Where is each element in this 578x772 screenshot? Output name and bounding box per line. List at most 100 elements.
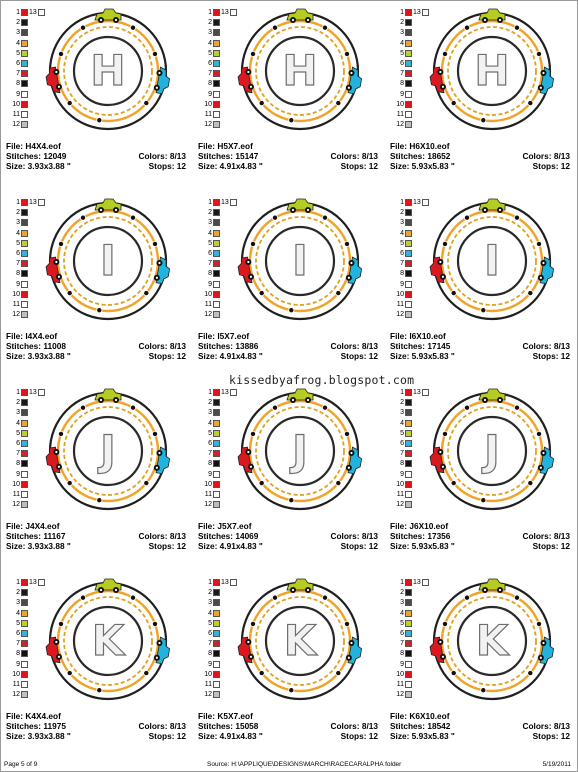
thread-number: 1 bbox=[208, 199, 212, 206]
monogram-letter: J bbox=[289, 426, 308, 475]
thread-color-row: 6 bbox=[201, 629, 235, 639]
thread-number-13: 13 bbox=[413, 9, 421, 16]
thread-swatch bbox=[405, 609, 412, 617]
track-dot bbox=[335, 100, 342, 107]
design-card: 1 13 2 3 4 5 6 7 8 9 10 11 12 J File: J6X10.eof Stitche… bbox=[385, 383, 577, 573]
track-dot bbox=[57, 430, 64, 437]
thread-color-row: 1 13 bbox=[393, 198, 429, 208]
thread-color-row: 7 bbox=[201, 69, 235, 79]
thread-swatch bbox=[405, 70, 412, 78]
thread-color-row: 5 bbox=[201, 429, 235, 439]
thread-swatch bbox=[405, 589, 412, 597]
thread-swatch bbox=[21, 460, 28, 468]
design-file: File: H6X10.eof bbox=[390, 141, 450, 151]
inner-ring bbox=[264, 605, 336, 677]
design-stops: Stops: 12 bbox=[340, 161, 378, 171]
thread-color-row: 11 bbox=[9, 300, 43, 310]
thread-number: 12 bbox=[204, 121, 212, 129]
info-row: File: I5X7.eof bbox=[198, 331, 378, 341]
track-dot bbox=[322, 24, 329, 31]
thread-number: 4 bbox=[400, 229, 404, 237]
thread-swatch bbox=[213, 9, 220, 16]
thread-swatch bbox=[21, 209, 28, 217]
thread-color-row: 11 bbox=[9, 680, 43, 690]
thread-swatch bbox=[21, 90, 28, 98]
thread-swatch bbox=[213, 100, 220, 108]
thread-swatch bbox=[213, 311, 220, 319]
design-info: File: J5X7.eof Stitches: 14069 Colors: 8/1… bbox=[198, 521, 378, 551]
thread-color-row: 7 bbox=[9, 259, 43, 269]
thread-color-row: 7 bbox=[393, 69, 427, 79]
thread-swatch bbox=[21, 59, 28, 67]
thread-color-row: 5 bbox=[9, 49, 43, 59]
thread-color-row: 9 bbox=[9, 660, 43, 670]
inner-ring bbox=[72, 35, 144, 107]
thread-number: 2 bbox=[208, 399, 212, 407]
thread-swatch bbox=[21, 450, 28, 458]
info-row: Stitches: 13886 Colors: 8/13 bbox=[198, 341, 378, 351]
design-stitches: Stitches: 15058 bbox=[198, 721, 259, 731]
info-row: File: J6X10.eof bbox=[390, 521, 570, 531]
track-dot bbox=[464, 24, 471, 31]
track-dot bbox=[450, 100, 457, 107]
thread-number: 11 bbox=[204, 110, 212, 118]
thread-swatch bbox=[213, 460, 220, 468]
thread-swatch bbox=[21, 409, 28, 417]
design-stops: Stops: 12 bbox=[148, 541, 186, 551]
dashed-lane-ring bbox=[447, 26, 537, 116]
thread-number: 2 bbox=[16, 19, 20, 27]
thread-swatch bbox=[21, 629, 28, 637]
design-info: File: J4X4.eof Stitches: 11167 Colors: 8/1… bbox=[6, 521, 186, 551]
thread-number: 7 bbox=[400, 450, 404, 458]
thread-number: 8 bbox=[16, 270, 20, 278]
thread-color-row: 5 bbox=[201, 619, 235, 629]
thread-swatch bbox=[405, 80, 412, 88]
thread-number: 8 bbox=[400, 270, 404, 278]
thread-number: 8 bbox=[400, 80, 404, 88]
thread-number: 5 bbox=[400, 239, 404, 247]
thread-swatch bbox=[405, 110, 412, 118]
thread-color-row: 10 bbox=[393, 290, 427, 300]
thread-color-row: 8 bbox=[201, 79, 235, 89]
thread-swatch bbox=[21, 290, 28, 298]
thread-number: 9 bbox=[208, 90, 212, 98]
thread-swatch bbox=[213, 49, 220, 57]
thread-swatch bbox=[21, 260, 28, 268]
thread-number: 7 bbox=[16, 640, 20, 648]
thread-color-row: 2 bbox=[201, 18, 235, 28]
thread-number: 3 bbox=[400, 599, 404, 607]
red-race-car bbox=[429, 446, 446, 474]
thread-swatch bbox=[21, 249, 28, 257]
thread-color-row: 10 bbox=[393, 670, 427, 680]
info-row: Size: 4.91x4.83 " Stops: 12 bbox=[198, 161, 378, 171]
design-stops: Stops: 12 bbox=[340, 351, 378, 361]
design-colors: Colors: 8/13 bbox=[330, 341, 379, 351]
thread-number-13: 13 bbox=[413, 199, 421, 206]
thread-color-row: 12 bbox=[201, 690, 235, 700]
thread-number: 5 bbox=[16, 429, 20, 437]
design-card: 1 13 2 3 4 5 6 7 8 9 10 11 12 J File: J4X4.eof Stitches… bbox=[1, 383, 193, 573]
thread-color-row: 2 bbox=[9, 18, 43, 28]
thread-color-row: 5 bbox=[201, 239, 235, 249]
thread-swatch bbox=[21, 280, 28, 288]
thread-swatch bbox=[213, 480, 220, 488]
thread-number: 9 bbox=[16, 660, 20, 668]
thread-color-row: 3 bbox=[393, 408, 427, 418]
thread-swatch bbox=[405, 59, 412, 67]
thread-color-row: 12 bbox=[201, 310, 235, 320]
thread-color-row: 7 bbox=[201, 639, 235, 649]
design-stitches: Stitches: 12049 bbox=[6, 151, 67, 161]
thread-color-list: 1 13 2 3 4 5 6 7 8 9 10 11 12 bbox=[201, 8, 237, 130]
thread-swatch bbox=[405, 409, 412, 417]
thread-number: 8 bbox=[400, 460, 404, 468]
thread-number: 3 bbox=[400, 29, 404, 37]
thread-swatch bbox=[405, 640, 412, 648]
thread-color-row: 10 bbox=[393, 480, 427, 490]
design-size: Size: 3.93x3.88 " bbox=[6, 541, 71, 551]
thread-color-row: 5 bbox=[9, 239, 43, 249]
thread-swatch bbox=[21, 501, 28, 509]
page-number: Page 5 of 9 bbox=[4, 761, 38, 768]
thread-swatch bbox=[213, 59, 220, 67]
dashed-lane-ring bbox=[255, 406, 345, 496]
thread-swatch-13 bbox=[38, 389, 45, 396]
